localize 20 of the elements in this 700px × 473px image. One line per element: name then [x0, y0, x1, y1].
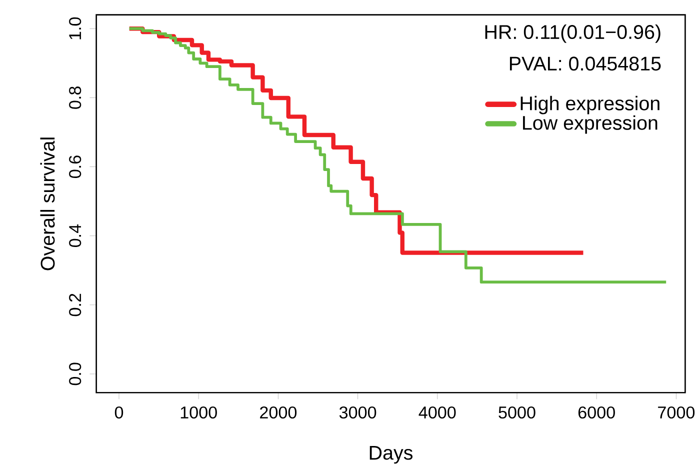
annotation: HR: 0.11(0.01−0.96): [485, 24, 660, 43]
y-tick-label: 0.4: [69, 224, 82, 247]
y-tick-label: 1.0: [69, 17, 82, 39]
x-tick-label: 1000: [180, 406, 217, 418]
y-tick-label: 0.6: [69, 155, 82, 178]
x-tick-label: 2000: [260, 406, 297, 418]
x-tick-label: 6000: [578, 406, 615, 418]
annotation: PVAL: 0.0454815: [510, 56, 661, 70]
x-tick-label: 3000: [339, 406, 376, 418]
x-tick-label: 4000: [418, 406, 456, 418]
y-tick-label: 0.0: [69, 362, 82, 385]
y-tick-label: 0.8: [69, 86, 82, 109]
y-tick-label: 0.2: [69, 294, 82, 316]
legend-label: Low expression: [523, 115, 658, 134]
legend-label: High expression: [520, 96, 660, 114]
y-axis-title: Overall survival: [40, 137, 55, 270]
x-axis-title: Days: [370, 446, 412, 464]
x-tick-label: 5000: [498, 406, 536, 418]
x-tick-label: 0: [114, 406, 124, 418]
x-tick-label: 7000: [658, 406, 695, 418]
